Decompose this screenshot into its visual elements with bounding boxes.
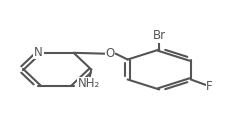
Text: N: N	[34, 46, 43, 59]
Text: O: O	[105, 47, 114, 60]
Text: F: F	[206, 80, 212, 93]
Text: Br: Br	[152, 29, 165, 42]
Text: NH₂: NH₂	[77, 77, 100, 90]
